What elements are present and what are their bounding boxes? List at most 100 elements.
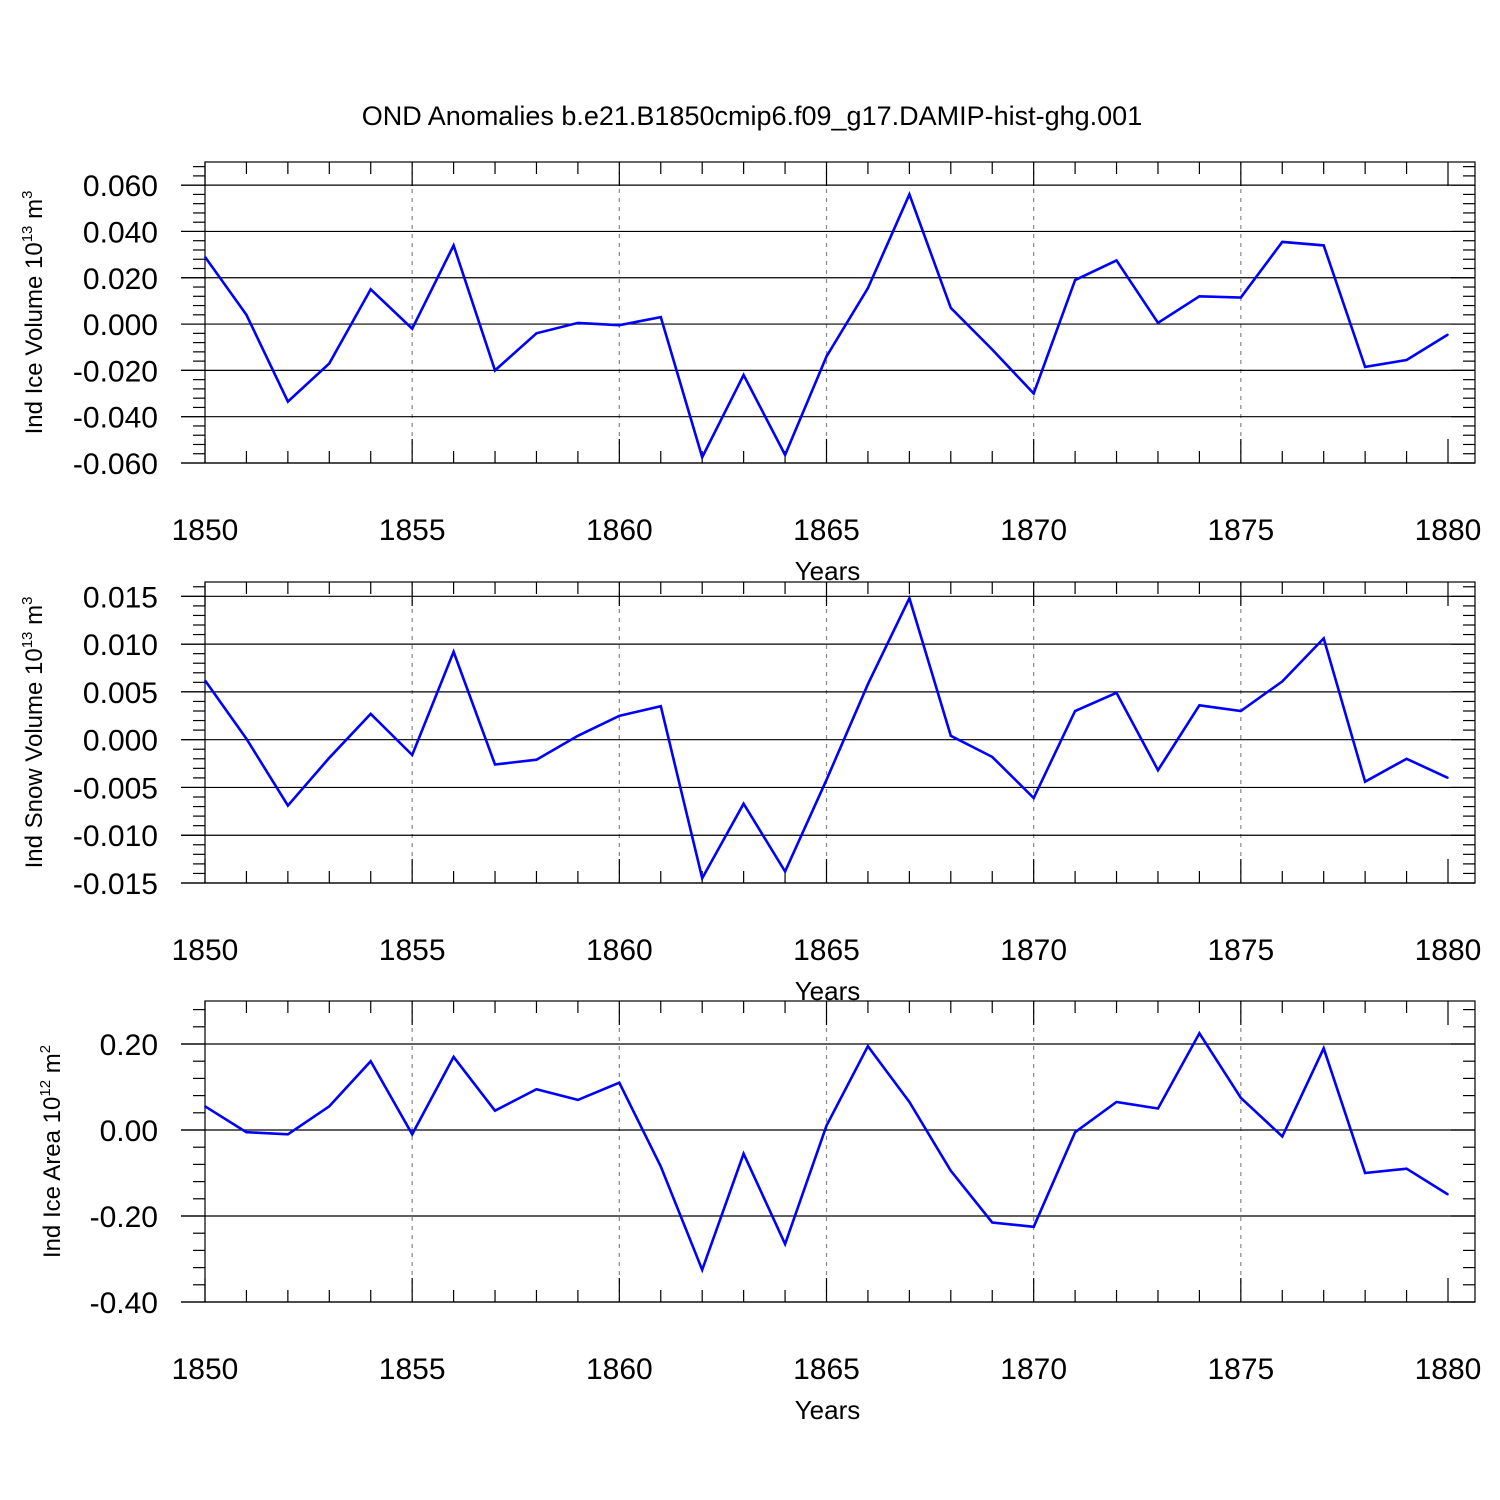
data-point (1364, 1172, 1366, 1174)
data-point (1074, 710, 1076, 712)
data-point (1405, 359, 1408, 361)
data-point (1074, 279, 1076, 281)
y-tick-label: -0.010 (73, 820, 158, 853)
x-tick-label: 1855 (379, 934, 446, 967)
data-point (1447, 1193, 1449, 1196)
data-point (204, 679, 206, 682)
x-tick-label: 1860 (586, 1353, 653, 1386)
panel-3: -0.40 -0.20 0.00 0.20 1850 1855 1860 1865 1870 18… (37, 1000, 1482, 1425)
data-point (784, 870, 786, 873)
data-point (1447, 777, 1449, 779)
data-point (825, 1124, 828, 1127)
y-tick-label: -0.040 (73, 402, 158, 435)
data-point (245, 737, 248, 740)
x-tick-label: 1870 (1000, 934, 1067, 967)
data-point (1115, 692, 1118, 694)
x-tick-label: 1875 (1207, 1353, 1274, 1386)
x-tick-label: 1850 (172, 934, 239, 967)
data-point (784, 454, 786, 456)
data-point (825, 779, 828, 781)
data-point (1322, 637, 1325, 640)
y-tick-label: 0.020 (83, 263, 158, 296)
y-tick-label: -0.020 (73, 355, 158, 388)
data-point (1198, 295, 1201, 298)
y-axis-label: Ind Snow Volume 1013 m3 (19, 597, 48, 869)
series-line (204, 1030, 1449, 1274)
data-point (1240, 710, 1242, 712)
y-tick-label: 0.000 (83, 725, 158, 758)
data-point (328, 1105, 331, 1108)
data-point (452, 1056, 455, 1058)
data-point (1032, 1225, 1035, 1228)
data-point (659, 316, 662, 318)
data-point (494, 763, 496, 766)
data-point (577, 322, 579, 324)
data-point (328, 757, 331, 759)
data-point (1322, 1047, 1325, 1050)
data-point (991, 1221, 994, 1224)
x-tick-label: 1875 (1207, 514, 1274, 547)
data-point (950, 735, 952, 737)
data-point (1405, 1167, 1408, 1170)
data-point (287, 1133, 289, 1136)
data-point (1115, 259, 1118, 262)
figure-title: OND Anomalies b.e21.B1850cmip6.f09_g17.D… (362, 101, 1142, 131)
x-tick-label: 1865 (793, 934, 860, 967)
data-point (618, 324, 621, 327)
data-point (328, 362, 331, 365)
y-tick-label: 0.060 (83, 170, 158, 203)
data-point (701, 877, 703, 880)
data-point (908, 1101, 911, 1103)
y-axis-label: Ind Ice Volume 1013 m3 (19, 191, 48, 435)
y-tick-label: 0.015 (83, 581, 158, 614)
data-point (867, 683, 869, 686)
data-point (369, 713, 372, 715)
y-tick-label: -0.40 (90, 1287, 158, 1320)
x-tick-label: 1860 (586, 514, 653, 547)
x-axis-label: Years (795, 1395, 861, 1425)
data-point (535, 758, 538, 761)
data-point (742, 802, 745, 805)
data-point (1240, 296, 1242, 299)
data-point (991, 756, 994, 758)
x-tick-label: 1870 (1000, 1353, 1067, 1386)
y-tick-label: 0.010 (83, 629, 158, 662)
y-tick-label: 0.005 (83, 677, 158, 710)
data-point (287, 400, 289, 403)
data-point (659, 705, 662, 708)
x-tick-label: 1865 (793, 1353, 860, 1386)
data-point (742, 374, 745, 376)
y-tick-label: 0.20 (100, 1029, 158, 1062)
data-point (535, 332, 538, 335)
data-point (411, 754, 413, 756)
panel-2: -0.015 -0.010 -0.005 0.000 0.005 0.010 0.015 18… (19, 581, 1481, 1006)
data-point (1281, 241, 1284, 243)
x-tick-label: 1875 (1207, 934, 1274, 967)
data-point (369, 1060, 372, 1062)
data-point (577, 735, 579, 737)
data-point (950, 307, 952, 309)
data-point (1115, 1101, 1118, 1103)
data-point (867, 287, 869, 289)
data-point (1157, 322, 1159, 324)
data-point (411, 327, 413, 330)
data-point (1240, 1096, 1242, 1099)
x-tick-label: 1880 (1415, 1353, 1482, 1386)
x-tick-label: 1850 (172, 1353, 239, 1386)
y-tick-label: 0.000 (83, 309, 158, 342)
data-point (1074, 1131, 1076, 1133)
data-point (701, 1268, 703, 1271)
x-tick-label: 1865 (793, 514, 860, 547)
data-point (494, 369, 496, 372)
data-point (287, 804, 289, 807)
data-point (991, 348, 994, 351)
data-point (825, 355, 828, 358)
data-point (1405, 757, 1408, 760)
data-point (494, 1109, 496, 1112)
x-axis-label: Years (795, 556, 861, 586)
data-point (1198, 704, 1201, 707)
y-axis-label: Ind Ice Area 1012 m2 (37, 1045, 66, 1258)
x-tick-label: 1880 (1415, 934, 1482, 967)
data-point (867, 1045, 869, 1047)
